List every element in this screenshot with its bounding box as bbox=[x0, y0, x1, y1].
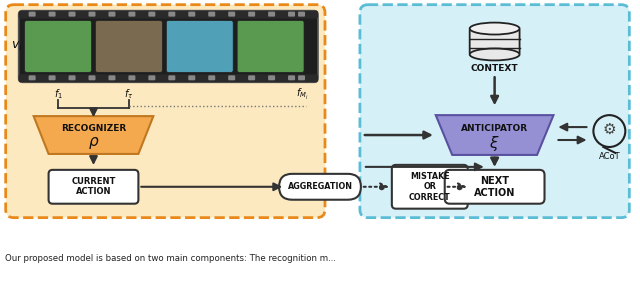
FancyBboxPatch shape bbox=[237, 21, 304, 72]
FancyBboxPatch shape bbox=[148, 75, 156, 80]
FancyBboxPatch shape bbox=[188, 12, 195, 17]
Ellipse shape bbox=[470, 23, 520, 34]
Text: CURRENT
ACTION: CURRENT ACTION bbox=[71, 177, 116, 196]
FancyBboxPatch shape bbox=[298, 75, 305, 80]
FancyBboxPatch shape bbox=[95, 21, 163, 72]
FancyBboxPatch shape bbox=[49, 170, 138, 204]
FancyBboxPatch shape bbox=[298, 12, 305, 17]
FancyBboxPatch shape bbox=[49, 75, 56, 80]
FancyBboxPatch shape bbox=[188, 75, 195, 80]
Text: MISTAKE
OR
CORRECT: MISTAKE OR CORRECT bbox=[409, 172, 451, 202]
Text: NEXT
ACTION: NEXT ACTION bbox=[474, 176, 515, 198]
FancyBboxPatch shape bbox=[248, 75, 255, 80]
FancyBboxPatch shape bbox=[360, 5, 629, 218]
Text: $f_1$: $f_1$ bbox=[54, 87, 63, 101]
FancyBboxPatch shape bbox=[470, 28, 520, 54]
FancyBboxPatch shape bbox=[168, 75, 175, 80]
FancyBboxPatch shape bbox=[68, 12, 76, 17]
FancyBboxPatch shape bbox=[6, 5, 325, 218]
FancyBboxPatch shape bbox=[29, 75, 36, 80]
FancyBboxPatch shape bbox=[129, 12, 136, 17]
FancyBboxPatch shape bbox=[228, 12, 235, 17]
FancyBboxPatch shape bbox=[279, 174, 361, 200]
FancyBboxPatch shape bbox=[268, 75, 275, 80]
FancyBboxPatch shape bbox=[288, 12, 295, 17]
FancyBboxPatch shape bbox=[166, 21, 233, 72]
Text: ACoT: ACoT bbox=[598, 152, 620, 161]
FancyBboxPatch shape bbox=[129, 75, 136, 80]
FancyBboxPatch shape bbox=[25, 21, 92, 72]
FancyBboxPatch shape bbox=[208, 75, 215, 80]
Text: $f_\tau$: $f_\tau$ bbox=[124, 87, 134, 101]
FancyBboxPatch shape bbox=[208, 12, 215, 17]
Ellipse shape bbox=[470, 48, 520, 60]
FancyBboxPatch shape bbox=[19, 11, 318, 19]
FancyBboxPatch shape bbox=[19, 11, 318, 82]
Polygon shape bbox=[436, 115, 554, 155]
FancyBboxPatch shape bbox=[148, 12, 156, 17]
FancyBboxPatch shape bbox=[392, 165, 468, 209]
FancyBboxPatch shape bbox=[88, 75, 95, 80]
Polygon shape bbox=[34, 116, 154, 154]
Text: Our proposed model is based on two main components: The recognition m...: Our proposed model is based on two main … bbox=[4, 255, 336, 263]
Text: AGGREGATION: AGGREGATION bbox=[287, 182, 353, 191]
Text: RECOGNIZER: RECOGNIZER bbox=[61, 124, 126, 133]
FancyBboxPatch shape bbox=[248, 12, 255, 17]
FancyBboxPatch shape bbox=[29, 12, 36, 17]
FancyBboxPatch shape bbox=[168, 12, 175, 17]
FancyBboxPatch shape bbox=[268, 12, 275, 17]
FancyBboxPatch shape bbox=[445, 170, 545, 204]
Text: $\xi$: $\xi$ bbox=[490, 135, 500, 154]
FancyBboxPatch shape bbox=[19, 74, 318, 82]
FancyBboxPatch shape bbox=[88, 12, 95, 17]
FancyBboxPatch shape bbox=[288, 75, 295, 80]
FancyBboxPatch shape bbox=[108, 75, 115, 80]
FancyBboxPatch shape bbox=[68, 75, 76, 80]
Text: $f_{M_i}$: $f_{M_i}$ bbox=[296, 87, 308, 102]
FancyBboxPatch shape bbox=[108, 12, 115, 17]
FancyBboxPatch shape bbox=[228, 75, 235, 80]
Text: ANTICIPATOR: ANTICIPATOR bbox=[461, 124, 528, 133]
Text: $\rho$: $\rho$ bbox=[88, 135, 99, 151]
Text: CONTEXT: CONTEXT bbox=[471, 64, 518, 73]
Text: ⚙: ⚙ bbox=[602, 122, 616, 137]
FancyBboxPatch shape bbox=[49, 12, 56, 17]
Text: $v_i$: $v_i$ bbox=[11, 40, 22, 53]
